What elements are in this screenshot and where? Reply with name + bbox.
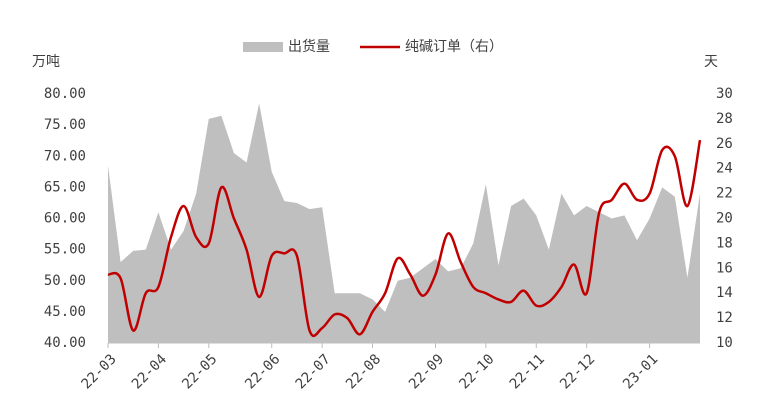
y2-tick-label: 26 [716,136,733,152]
y2-tick-label: 20 [716,211,733,227]
y-tick-label: 70.00 [44,148,86,164]
y2-tick-label: 24 [716,161,733,177]
x-tick-label: 22-11 [507,351,548,392]
y-tick-label: 80.00 [44,86,86,102]
y2-tick-label: 10 [716,335,733,351]
y-tick-label: 60.00 [44,211,86,227]
x-tick-label: 22-04 [129,351,170,392]
y-tick-label: 45.00 [44,304,86,320]
y2-tick-label: 28 [716,111,733,127]
y-tick-label: 50.00 [44,273,86,289]
y-tick-label: 65.00 [44,179,86,195]
legend-label: 纯碱订单（右） [405,39,503,55]
y-axis-label: 万吨 [32,54,60,70]
y2-tick-label: 22 [716,186,733,202]
legend-label: 出货量 [288,38,330,55]
x-tick-label: 22-05 [179,351,220,392]
x-tick-label: 22-03 [79,351,120,392]
y2-tick-label: 30 [716,86,733,102]
y2-tick-label: 12 [716,310,733,326]
x-tick-label: 23-01 [620,351,661,392]
y2-tick-label: 14 [716,285,733,301]
x-tick-label: 22-06 [242,351,283,392]
x-tick-label: 22-08 [343,351,384,392]
area [108,103,700,344]
legend-swatch [243,42,283,52]
y-tick-label: 55.00 [44,242,86,258]
x-tick-label: 22-09 [406,351,447,392]
y-tick-label: 75.00 [44,117,86,133]
x-tick-label: 22-10 [456,351,497,392]
y2-tick-label: 18 [716,235,733,251]
y2-axis-label: 天 [704,54,718,70]
y-tick-label: 40.00 [44,335,86,351]
x-tick-label: 22-07 [293,351,334,392]
y2-tick-label: 16 [716,260,733,276]
line [107,139,702,338]
x-tick-label: 22-12 [557,351,598,392]
